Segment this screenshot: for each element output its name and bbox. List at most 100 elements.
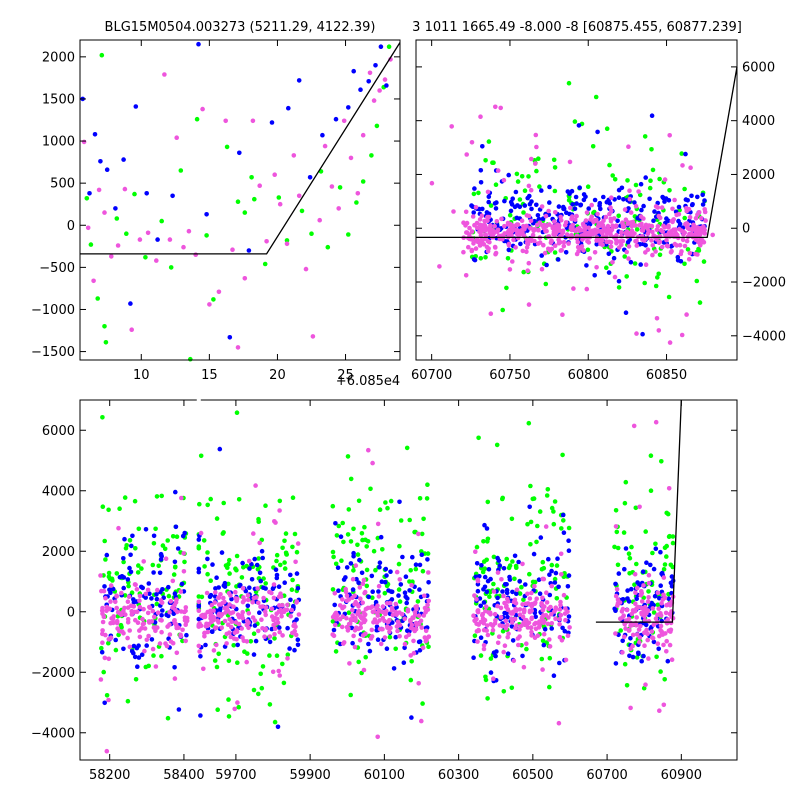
data-point-blue: [160, 587, 165, 592]
data-point-magenta: [549, 238, 554, 243]
data-point-green: [653, 283, 659, 289]
data-point-green: [196, 544, 202, 549]
data-point-green: [255, 691, 261, 697]
data-point-green: [476, 190, 481, 196]
x-tick-label: 60100: [364, 768, 405, 783]
data-point-green: [551, 157, 557, 163]
data-point-blue: [669, 574, 675, 579]
data-point-magenta: [257, 183, 263, 188]
data-point-magenta: [499, 577, 504, 582]
data-point-blue: [612, 606, 617, 612]
data-point-green: [425, 482, 430, 488]
data-point-green: [272, 719, 278, 725]
data-point-green: [404, 445, 410, 451]
data-point-magenta: [271, 595, 277, 601]
data-point-magenta: [341, 640, 347, 645]
data-point-magenta: [517, 627, 522, 632]
data-point-magenta: [534, 596, 539, 601]
data-point-blue: [566, 538, 571, 543]
data-point-green: [166, 593, 172, 599]
data-point-magenta: [344, 593, 350, 599]
data-point-blue: [527, 504, 532, 510]
data-point-blue: [160, 608, 165, 613]
data-point-magenta: [553, 616, 558, 621]
data-point-blue: [478, 180, 484, 185]
data-point-blue: [373, 63, 378, 68]
data-point-magenta: [216, 595, 222, 601]
data-point-green: [133, 546, 138, 551]
data-point-blue: [130, 533, 135, 539]
data-point-blue: [625, 596, 630, 601]
data-point-blue: [644, 560, 649, 565]
data-point-blue: [651, 566, 657, 572]
data-point-blue: [652, 593, 658, 599]
data-point-green: [174, 534, 180, 539]
data-point-magenta: [279, 614, 284, 619]
data-point-magenta: [561, 592, 567, 598]
data-point-magenta: [571, 286, 576, 291]
data-point-green: [198, 453, 204, 459]
data-point-green: [500, 628, 506, 634]
data-point-magenta: [516, 642, 521, 648]
data-point-blue: [288, 597, 293, 603]
data-point-blue: [287, 646, 292, 651]
data-point-blue: [198, 654, 203, 659]
data-point-magenta: [599, 238, 605, 243]
data-point-magenta: [595, 211, 600, 217]
data-point-magenta: [661, 592, 666, 598]
data-point-green: [493, 182, 499, 187]
data-point-magenta: [141, 621, 147, 626]
data-point-green: [340, 520, 346, 526]
data-point-blue: [518, 241, 523, 247]
data-point-green: [107, 576, 113, 582]
data-point-magenta: [682, 243, 688, 249]
data-point-green: [651, 610, 657, 615]
data-point-blue: [502, 582, 508, 587]
data-point-magenta: [529, 629, 534, 635]
data-point-green: [547, 655, 553, 661]
data-point-blue: [132, 654, 138, 660]
data-point-magenta: [515, 636, 521, 641]
data-point-green: [657, 176, 662, 182]
data-point-green: [123, 545, 129, 551]
data-point-green: [650, 550, 655, 556]
data-point-green: [99, 52, 105, 58]
data-point-magenta: [155, 587, 160, 593]
data-point-green: [536, 156, 541, 161]
data-point-magenta: [687, 215, 693, 220]
y-tick-label: 4000: [42, 484, 75, 499]
data-point-magenta: [650, 252, 655, 258]
data-point-magenta: [179, 609, 184, 614]
data-point-magenta: [150, 608, 156, 614]
data-point-magenta: [114, 593, 119, 598]
data-point-magenta: [98, 573, 103, 578]
data-point-green: [236, 704, 241, 710]
data-point-magenta: [656, 606, 661, 612]
data-point-magenta: [619, 230, 624, 235]
data-point-blue: [295, 586, 301, 591]
data-point-magenta: [698, 241, 703, 247]
data-point-magenta: [127, 644, 133, 650]
data-point-magenta: [225, 608, 231, 614]
data-point-blue: [333, 521, 338, 526]
data-point-magenta: [216, 602, 222, 607]
data-point-magenta: [125, 635, 130, 641]
data-point-magenta: [366, 447, 371, 453]
data-point-green: [622, 661, 628, 667]
data-point-blue: [377, 560, 383, 565]
data-point-magenta: [524, 249, 529, 255]
data-point-magenta: [526, 302, 532, 307]
data-point-magenta: [634, 632, 640, 637]
data-point-blue: [172, 591, 178, 596]
panel-top-right: 60700 60750 60800 60850−4000−20000200040006…: [411, 39, 786, 383]
data-point-magenta: [106, 697, 111, 703]
data-point-green: [106, 570, 112, 576]
data-point-magenta: [539, 204, 545, 209]
data-point-green: [95, 296, 100, 301]
data-point-blue: [683, 197, 689, 202]
data-point-green: [408, 677, 414, 683]
data-point-green: [205, 502, 210, 508]
data-point-green: [666, 294, 672, 300]
data-point-magenta: [340, 614, 346, 619]
data-point-magenta: [546, 208, 551, 214]
